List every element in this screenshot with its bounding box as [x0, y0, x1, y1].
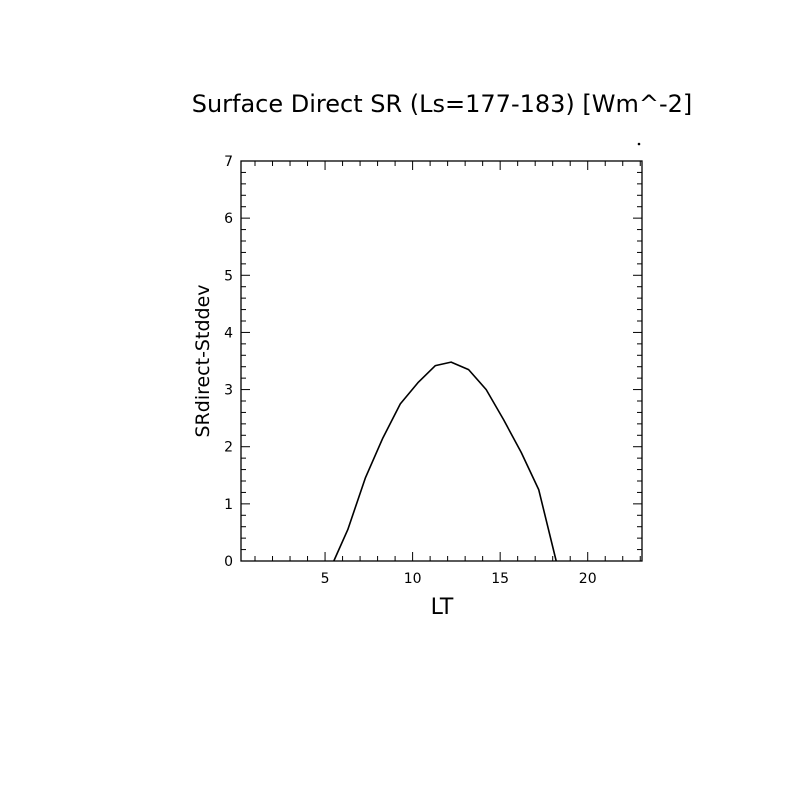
series-layer — [333, 361, 557, 562]
chart-title: Surface Direct SR (Ls=177-183) [Wm^-2] — [192, 90, 693, 118]
y-tick-label: 4 — [224, 325, 233, 341]
x-tick-label: 10 — [404, 571, 422, 587]
y-tick-label: 0 — [224, 554, 233, 570]
tick-labels: 5 10 15 20 0 1 2 3 4 5 6 7 — [224, 154, 597, 587]
y-tick-label: 6 — [224, 211, 233, 227]
corner-dot-mark — [637, 142, 641, 146]
y-tick-label: 7 — [224, 154, 233, 170]
x-tick-label: 15 — [491, 571, 509, 587]
y-tick-label: 1 — [224, 497, 233, 513]
x-axis-label: LT — [431, 595, 454, 620]
y-tick-label: 5 — [224, 268, 233, 284]
plot-frame — [240, 160, 643, 562]
series-line — [333, 361, 557, 562]
axis-ticks — [241, 160, 642, 562]
y-tick-label: 3 — [224, 383, 233, 399]
x-tick-label: 20 — [579, 571, 597, 587]
y-axis-label: SRdirect-Stddev — [192, 284, 214, 437]
x-tick-label: 5 — [321, 571, 330, 587]
y-tick-label: 2 — [224, 440, 233, 456]
